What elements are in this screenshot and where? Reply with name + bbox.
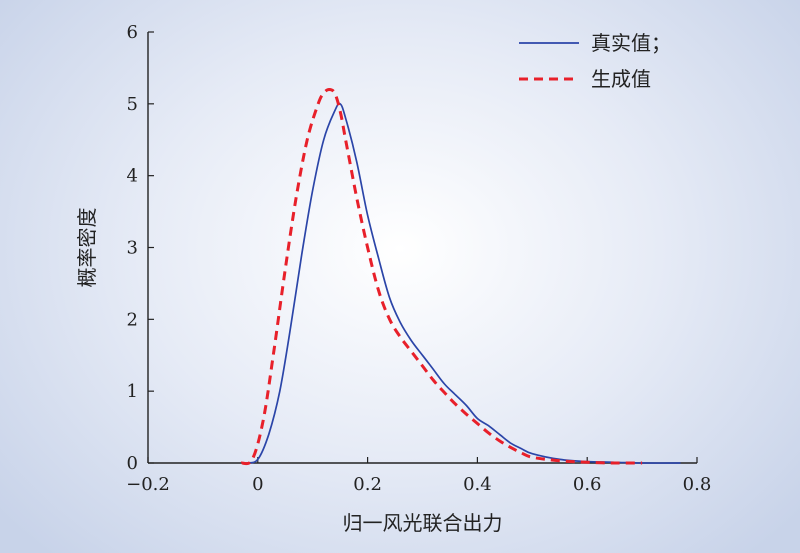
y-tick-label: 2 bbox=[127, 309, 138, 330]
x-tick-label: 0.6 bbox=[573, 474, 602, 495]
y-tick-label: 3 bbox=[127, 238, 138, 259]
x-tick-label: 0.8 bbox=[683, 474, 712, 495]
y-tick-label: 4 bbox=[127, 166, 138, 187]
y-tick-label: 6 bbox=[127, 22, 138, 43]
series-line-generated bbox=[240, 87, 643, 466]
y-tick-label: 1 bbox=[127, 381, 138, 402]
legend-label: 真实值； bbox=[591, 31, 671, 55]
y-axis-label: 概率密度 bbox=[75, 208, 99, 288]
y-tick-label: 5 bbox=[127, 94, 138, 115]
y-tick-label: 0 bbox=[127, 453, 138, 474]
series-line-real bbox=[246, 102, 681, 464]
x-tick-label: 0.2 bbox=[353, 474, 382, 495]
legend-label: 生成值 bbox=[591, 67, 651, 91]
x-tick-label: 0 bbox=[252, 474, 263, 495]
x-axis-label: 归一风光联合出力 bbox=[343, 511, 503, 535]
x-tick-label: 0.4 bbox=[463, 474, 492, 495]
legend: 真实值； 生成值 bbox=[519, 31, 671, 91]
axes bbox=[147, 31, 698, 464]
x-tick-label: −0.2 bbox=[126, 474, 170, 495]
series-lines bbox=[240, 87, 681, 466]
